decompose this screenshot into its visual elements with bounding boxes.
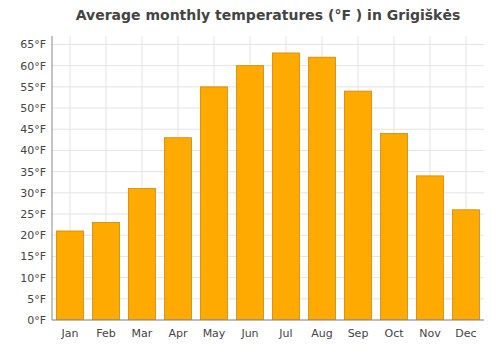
bar: [381, 133, 408, 320]
y-grid-line: [52, 129, 484, 130]
x-tick-label: Jul: [278, 327, 292, 340]
bar: [201, 87, 228, 320]
bar: [273, 53, 300, 320]
bar: [345, 91, 372, 320]
x-tick-label: Jan: [61, 327, 79, 340]
y-tick-label: 40°F: [20, 144, 46, 157]
x-tick-label: Dec: [455, 327, 476, 340]
bars: [57, 53, 480, 320]
bar: [417, 176, 444, 320]
y-tick-label: 35°F: [20, 166, 46, 179]
y-tick-label: 30°F: [20, 187, 46, 200]
y-tick-label: 60°F: [20, 60, 46, 73]
y-tick-label: 55°F: [20, 81, 46, 94]
x-tick-label: Nov: [419, 327, 441, 340]
y-tick-label: 10°F: [20, 272, 46, 285]
y-tick-label: 20°F: [20, 229, 46, 242]
y-tick-label: 65°F: [20, 38, 46, 51]
x-tick-label: Jun: [240, 327, 258, 340]
x-tick-label: Apr: [168, 327, 188, 340]
bar: [129, 189, 156, 320]
x-tick-label: Feb: [96, 327, 115, 340]
x-tick-label: Mar: [132, 327, 153, 340]
bar: [93, 223, 120, 320]
bar: [453, 210, 480, 320]
x-tick-label: Sep: [348, 327, 369, 340]
y-grid-line: [52, 65, 484, 66]
x-tick-label: Oct: [384, 327, 404, 340]
y-tick-label: 0°F: [27, 314, 46, 327]
bar: [57, 231, 84, 320]
y-grid-line: [52, 108, 484, 109]
title: Average monthly temperatures (°F ) in Gr…: [76, 7, 460, 23]
grid: [52, 36, 484, 320]
bar: [165, 138, 192, 320]
bar: [237, 66, 264, 320]
bar: [309, 57, 336, 320]
y-grid-line: [52, 171, 484, 172]
chart: Average monthly temperatures (°F ) in Gr…: [0, 0, 500, 350]
y-tick-label: 50°F: [20, 102, 46, 115]
x-tick-label: May: [203, 327, 226, 340]
y-tick-label: 45°F: [20, 123, 46, 136]
y-grid-line: [52, 44, 484, 45]
y-axis-line: [52, 36, 53, 320]
y-tick-label: 25°F: [20, 208, 46, 221]
y-grid-line: [52, 86, 484, 87]
x-tick-label: Aug: [311, 327, 332, 340]
x-axis-line: [52, 320, 484, 321]
y-grid-line: [52, 320, 484, 321]
y-grid-line: [52, 150, 484, 151]
y-tick-label: 15°F: [20, 250, 46, 263]
y-tick-label: 5°F: [27, 293, 46, 306]
